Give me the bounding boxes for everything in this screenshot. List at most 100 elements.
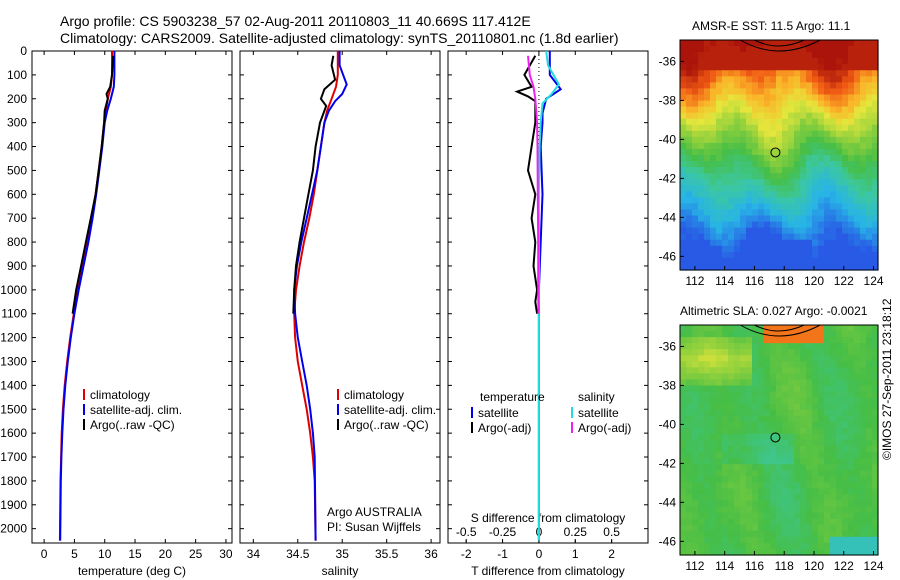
map-cell: [710, 476, 717, 483]
map-cell: [776, 403, 783, 411]
map-cell: [794, 476, 801, 483]
map-cell: [842, 440, 849, 447]
map-cell: [818, 403, 825, 411]
map-cell: [806, 349, 813, 356]
map-cell: [746, 245, 753, 253]
map-cell: [830, 239, 837, 247]
map-cell: [824, 100, 831, 108]
map-cell: [752, 191, 759, 198]
map-cell: [746, 227, 753, 235]
map-cell: [794, 239, 801, 247]
map-cell: [830, 106, 837, 114]
map-cell: [770, 548, 777, 556]
map-cell: [704, 337, 711, 344]
map-cell: [872, 124, 879, 132]
map-cell: [692, 367, 699, 375]
map-cell: [692, 464, 699, 471]
map-cell: [830, 325, 837, 332]
map-cell: [806, 118, 813, 126]
map-cell: [764, 464, 771, 471]
map-cell: [758, 227, 765, 235]
map-cell: [794, 373, 801, 381]
map-cell: [686, 46, 693, 53]
map-cell: [848, 349, 855, 356]
map-cell: [680, 470, 687, 477]
map-cell: [782, 415, 789, 423]
map-cell: [722, 124, 729, 132]
map-cell: [824, 427, 831, 435]
map-cell: [758, 361, 765, 368]
map-cell: [776, 167, 783, 174]
map-cell: [842, 518, 849, 526]
map-cell: [836, 161, 843, 168]
map-cell: [782, 385, 789, 393]
map-cell: [692, 476, 699, 483]
map-cell: [686, 361, 693, 368]
map-cell: [746, 446, 753, 453]
map-cell: [752, 112, 759, 120]
map-cell: [686, 482, 693, 490]
map-cell: [812, 203, 819, 211]
map-cell: [824, 331, 831, 338]
map-cell: [776, 173, 783, 180]
map-cell: [776, 337, 783, 344]
map-cell: [842, 494, 849, 502]
map-cell: [716, 409, 723, 417]
map-cell: [800, 512, 807, 520]
map-cell: [698, 343, 705, 350]
map-cell: [680, 500, 687, 508]
map-cell: [842, 530, 849, 538]
map-cell: [740, 361, 747, 368]
map-cell: [728, 325, 735, 332]
map-cell: [770, 142, 777, 150]
map-cell: [704, 167, 711, 174]
map-cell: [830, 46, 837, 53]
map-cell: [806, 52, 813, 59]
map-cell: [830, 355, 837, 362]
map-cell: [806, 355, 813, 362]
map-cell: [866, 94, 873, 102]
map-cell: [710, 446, 717, 453]
map-cell: [872, 542, 879, 550]
map-cell: [728, 148, 735, 156]
map-cell: [740, 470, 747, 477]
map-cell: [692, 161, 699, 168]
map-cell: [710, 373, 717, 381]
map-cell: [872, 112, 879, 120]
map-cell: [866, 233, 873, 241]
map-cell: [758, 343, 765, 350]
map-cell: [824, 452, 831, 459]
map-cell: [692, 446, 699, 453]
map-cell: [752, 458, 759, 465]
map-cell: [698, 251, 705, 259]
map-cell: [824, 209, 831, 217]
map-cell: [788, 167, 795, 174]
map-cell: [692, 215, 699, 223]
map-cell: [812, 518, 819, 526]
map-cell: [824, 440, 831, 447]
map-cell: [680, 506, 687, 514]
map-cell: [848, 52, 855, 59]
map-cell: [854, 106, 861, 114]
map-cell: [866, 337, 873, 344]
map-cell: [746, 391, 753, 399]
map-cell: [698, 536, 705, 544]
map-cell: [848, 197, 855, 205]
map-cell: [728, 446, 735, 453]
map-cell: [824, 397, 831, 405]
map-cell: [680, 379, 687, 387]
map-cell: [830, 203, 837, 211]
map-cell: [854, 361, 861, 368]
map-cell: [812, 88, 819, 96]
map-cell: [818, 209, 825, 217]
map-cell: [704, 518, 711, 526]
map-cell: [782, 470, 789, 477]
map-cell: [758, 221, 765, 229]
map-cell: [692, 239, 699, 247]
map-cell: [710, 530, 717, 538]
map-cell: [788, 52, 795, 59]
map-cell: [680, 106, 687, 114]
map-cell: [698, 197, 705, 205]
map-cell: [836, 500, 843, 508]
map-cell: [872, 536, 879, 544]
